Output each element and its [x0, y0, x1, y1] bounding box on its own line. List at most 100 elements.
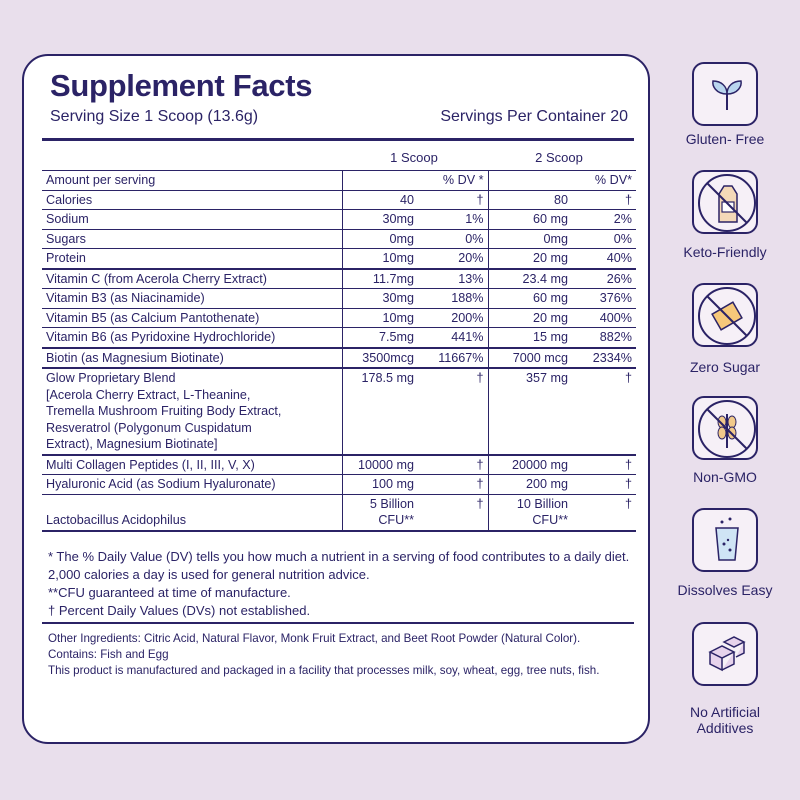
facts-row: Multi Collagen Peptides (I, II, III, V, … — [42, 454, 636, 475]
cell: Vitamin B5 (as Calcium Pantothenate) — [42, 308, 342, 328]
facts-row: Hyaluronic Acid (as Sodium Hyaluronate) 1… — [42, 474, 636, 495]
cell: 882% — [572, 327, 636, 349]
cell: Amount per serving — [42, 170, 342, 191]
other-line: This product is manufactured and package… — [48, 664, 600, 677]
badge-caption: Zero Sugar — [689, 359, 761, 375]
cell: 11.7mg — [341, 268, 418, 289]
facts-row: Protein 10mg 20% 20 mg 40% — [42, 248, 636, 270]
cell: 2% — [572, 209, 636, 230]
cell: 20000 mg — [487, 454, 572, 475]
cell-line: Glow Proprietary Blend — [46, 371, 176, 385]
cell: 60 mg — [487, 288, 572, 309]
servings-per-container: Servings Per Container 20 — [440, 108, 628, 125]
title: Supplement Facts — [50, 68, 313, 103]
cell: † — [572, 368, 636, 456]
cell: 26% — [572, 268, 636, 289]
rule — [42, 138, 634, 141]
cell: 10mg — [341, 308, 418, 328]
cell: Vitamin C (from Acerola Cherry Extract) — [42, 268, 342, 289]
cell: 3500mcg — [341, 347, 418, 369]
cell: 15 mg — [487, 327, 572, 349]
badge-caption: Non-GMO — [693, 469, 757, 485]
cell: 400% — [572, 308, 636, 328]
facts-row: Vitamin C (from Acerola Cherry Extract) 1… — [42, 268, 636, 289]
facts-row: Sugars 0mg 0% 0mg 0% — [42, 229, 636, 249]
cell: 20 mg — [487, 308, 572, 328]
icon — [698, 174, 756, 232]
cell: % DV * — [418, 170, 488, 191]
cell: Biotin (as Magnesium Biotinate) — [42, 347, 342, 369]
cell: 200 mg — [487, 474, 572, 495]
cell: † — [418, 494, 488, 532]
facts-row: Vitamin B5 (as Calcium Pantothenate) 10mg… — [42, 308, 636, 328]
cell: 30mg — [341, 288, 418, 309]
cell: 10 Billion CFU** — [487, 494, 572, 532]
cell-line: [Acerola Cherry Extract, L-Theanine, — [46, 387, 251, 402]
cell: 10mg — [341, 248, 418, 270]
icon — [712, 80, 742, 110]
facts-row: Sodium 30mg 1% 60 mg 2% — [42, 209, 636, 230]
cell: 188% — [418, 288, 488, 309]
badge-icon — [692, 170, 758, 234]
icon — [715, 517, 739, 561]
cell: † — [418, 368, 488, 456]
cell: 0% — [418, 229, 488, 249]
other-line: Contains: Fish and Egg — [48, 648, 169, 661]
facts-row: Glow Proprietary Blend [Acerola Cherry Ex… — [42, 368, 636, 456]
header-row: Amount per serving % DV * % DV* — [42, 170, 636, 191]
badge-caption: Keto-Friendly — [683, 244, 767, 260]
cell: 30mg — [341, 209, 418, 230]
cell: 0mg — [341, 229, 418, 249]
serving-size: Serving Size 1 Scoop (13.6g) — [50, 108, 259, 125]
badge-caption: No Artificial Additives — [689, 704, 761, 736]
cell-line: 5 Billion — [369, 496, 414, 511]
cell: Sodium — [42, 209, 342, 230]
other-line: Other Ingredients: Citric Acid, Natural … — [48, 632, 581, 645]
cell: 40% — [572, 248, 636, 270]
cell-line: Extract), Magnesium Biotinate] — [46, 437, 218, 451]
cell: 1% — [418, 209, 488, 230]
cell: 200% — [418, 308, 488, 328]
cell: Glow Proprietary Blend [Acerola Cherry Ex… — [42, 368, 342, 456]
footnote: * The % Daily Value (DV) tells you how m… — [48, 549, 630, 582]
facts-row: Calories 40 † 80 † — [42, 190, 636, 210]
cell: † — [418, 474, 488, 495]
supplement-facts-card: Supplement Facts Serving Size 1 Scoop (1… — [22, 54, 650, 744]
badge-icon — [692, 396, 758, 460]
cell: 23.4 mg — [487, 268, 572, 289]
cell: 20 mg — [487, 248, 572, 270]
cell-line: Resveratrol (Polygonum Cuspidatum — [46, 420, 252, 435]
cell — [341, 170, 418, 191]
cell: 11667% — [418, 347, 488, 369]
facts-row: Biotin (as Magnesium Biotinate) 3500mcg 11… — [42, 347, 636, 369]
rule — [42, 622, 634, 624]
cell: † — [572, 474, 636, 495]
cell: 5 Billion CFU** — [341, 494, 418, 532]
cell: Hyaluronic Acid (as Sodium Hyaluronate) — [42, 474, 342, 495]
footnotes: * The % Daily Value (DV) tells you how m… — [48, 548, 638, 620]
cell: % DV* — [572, 170, 636, 191]
cell: Vitamin B3 (as Niacinamide) — [42, 288, 342, 309]
cell: † — [418, 454, 488, 475]
cell: † — [572, 454, 636, 475]
badge-icon — [692, 62, 758, 126]
cell — [487, 170, 572, 191]
cell: 376% — [572, 288, 636, 309]
cell: Vitamin B6 (as Pyridoxine Hydrochloride) — [42, 327, 342, 349]
icon — [708, 636, 746, 672]
badge-icon — [692, 508, 758, 572]
cell: † — [572, 190, 636, 210]
cell: Multi Collagen Peptides (I, II, III, V, … — [42, 454, 342, 475]
cell: † — [572, 494, 636, 532]
cell-line: Tremella Mushroom Fruiting Body Extract, — [46, 404, 282, 418]
icon — [698, 287, 756, 345]
footnote: † Percent Daily Values (DVs) not establi… — [48, 603, 311, 618]
cell: 40 — [341, 190, 418, 210]
cell: 441% — [418, 327, 488, 349]
cell: 0% — [572, 229, 636, 249]
cell-line: 10 Billion — [516, 496, 568, 511]
cell: 10000 mg — [341, 454, 418, 475]
cell: 7.5mg — [341, 327, 418, 349]
cell: 7000 mcg — [487, 347, 572, 369]
